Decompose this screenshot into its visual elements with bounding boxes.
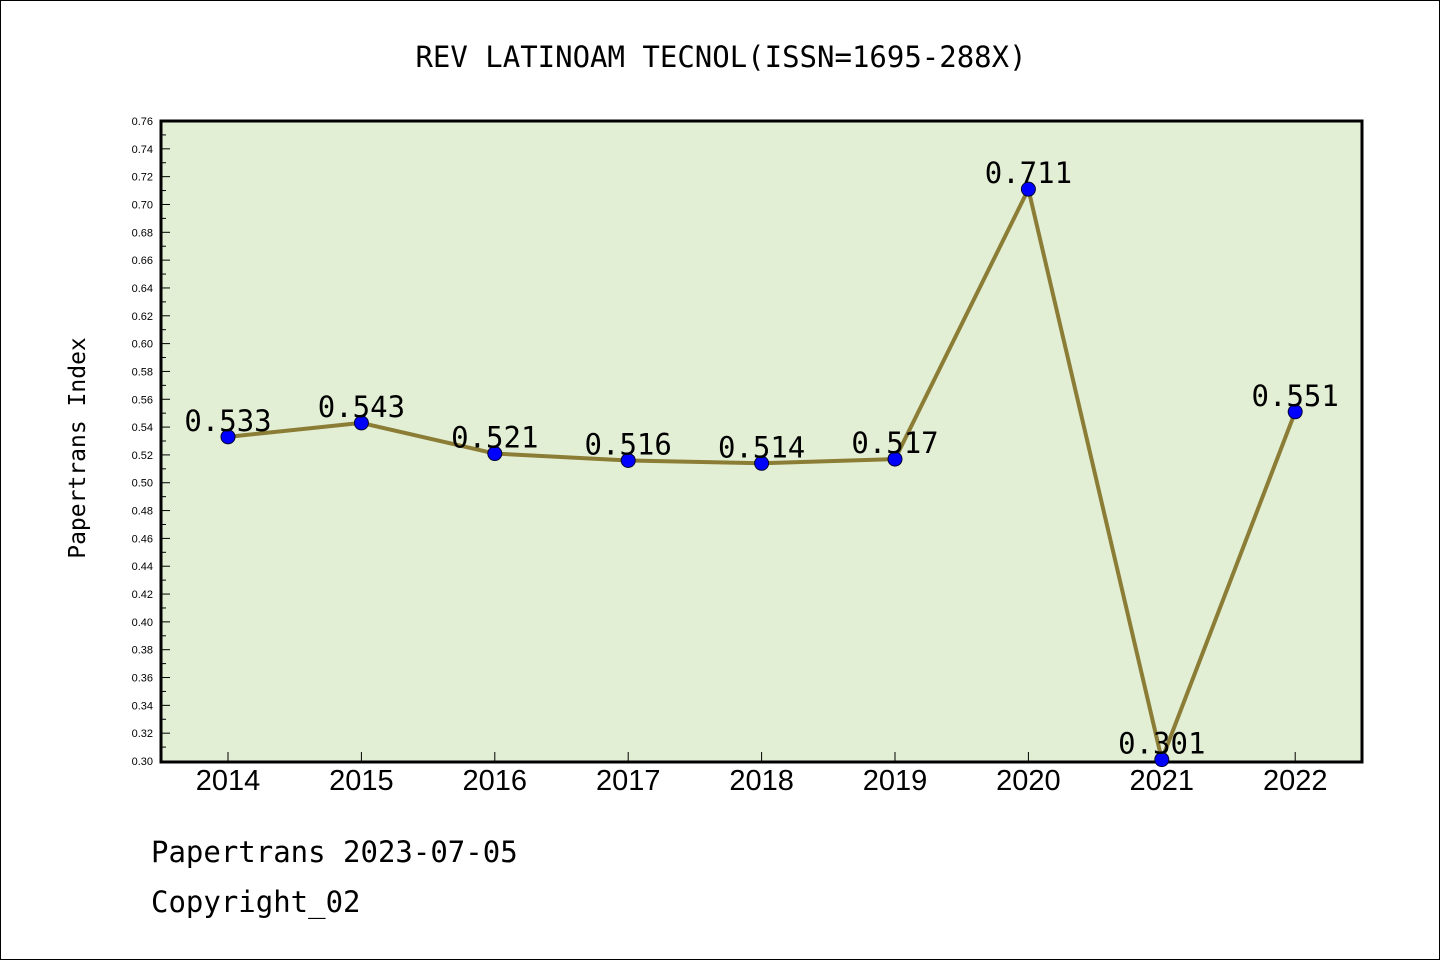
x-tick-label: 2015 <box>329 765 394 797</box>
x-tick-label: 2018 <box>729 765 794 797</box>
x-tick-label: 2020 <box>996 765 1061 797</box>
y-tick-label: 0.52 <box>132 450 153 462</box>
x-tick-label: 2014 <box>196 765 261 797</box>
y-tick-label: 0.40 <box>132 617 153 629</box>
x-tick-label: 2017 <box>596 765 661 797</box>
y-tick-label: 0.64 <box>132 283 153 295</box>
y-tick-label: 0.34 <box>132 700 153 712</box>
data-label: 0.711 <box>985 156 1072 190</box>
data-label: 0.516 <box>585 427 672 461</box>
data-point <box>353 415 369 431</box>
data-label: 0.521 <box>451 421 538 455</box>
y-tick-label: 0.38 <box>132 645 153 657</box>
data-point <box>220 429 236 445</box>
data-point <box>1287 404 1303 420</box>
y-tick-label: 0.44 <box>132 561 153 573</box>
data-label: 0.543 <box>318 390 405 424</box>
data-point <box>620 452 636 468</box>
y-tick-label: 0.32 <box>132 728 153 740</box>
data-point <box>754 455 770 471</box>
data-label: 0.514 <box>718 430 805 464</box>
x-tick-label: 2016 <box>463 765 528 797</box>
chart-title: REV LATINOAM TECNOL(ISSN=1695-288X) <box>415 40 1026 74</box>
data-label: 0.551 <box>1252 379 1339 413</box>
y-tick-label: 0.48 <box>132 506 153 518</box>
plot-area <box>159 119 1364 764</box>
y-tick-label: 0.72 <box>132 172 153 184</box>
y-tick-label: 0.58 <box>132 366 153 378</box>
footer-copyright-text: Copyright_02 <box>151 885 361 919</box>
data-labels-group: 0.533 0.543 0.521 0.516 0.514 0.517 0.711 0.301… <box>184 156 1339 760</box>
y-tick-label: 0.54 <box>132 422 153 434</box>
y-tick-label: 0.36 <box>132 673 153 685</box>
y-tick-label: 0.68 <box>132 227 153 239</box>
data-point <box>1020 181 1036 197</box>
y-tick-label: 0.30 <box>132 756 153 768</box>
y-tick-label: 0.46 <box>132 533 153 545</box>
data-label: 0.301 <box>1118 727 1205 761</box>
series-group <box>220 181 1303 768</box>
y-tick-label: 0.62 <box>132 311 153 323</box>
data-label: 0.517 <box>851 426 938 460</box>
x-tick-label: 2022 <box>1263 765 1328 797</box>
y-axis: 0.30 0.32 0.34 0.36 0.38 0.40 0.42 0.44 0.46 0.48… <box>132 116 170 768</box>
y-axis-label: Papertrans Index <box>65 337 91 559</box>
data-point <box>887 451 903 467</box>
y-tick-label: 0.66 <box>132 255 153 267</box>
data-point <box>487 446 503 462</box>
data-point <box>1154 752 1170 768</box>
y-tick-label: 0.76 <box>132 116 153 128</box>
x-tick-label: 2019 <box>863 765 928 797</box>
data-label: 0.533 <box>184 404 271 438</box>
y-tick-label: 0.50 <box>132 478 153 490</box>
y-tick-label: 0.74 <box>132 144 153 156</box>
y-tick-label: 0.60 <box>132 339 153 351</box>
y-tick-label: 0.70 <box>132 199 153 211</box>
y-tick-label: 0.42 <box>132 589 153 601</box>
footer-date-text: Papertrans 2023-07-05 <box>151 835 518 869</box>
x-axis: 2014 2015 2016 2017 2018 2019 2020 2021 2022 <box>196 752 1328 797</box>
x-tick-label: 2021 <box>1130 765 1195 797</box>
y-tick-label: 0.56 <box>132 394 153 406</box>
